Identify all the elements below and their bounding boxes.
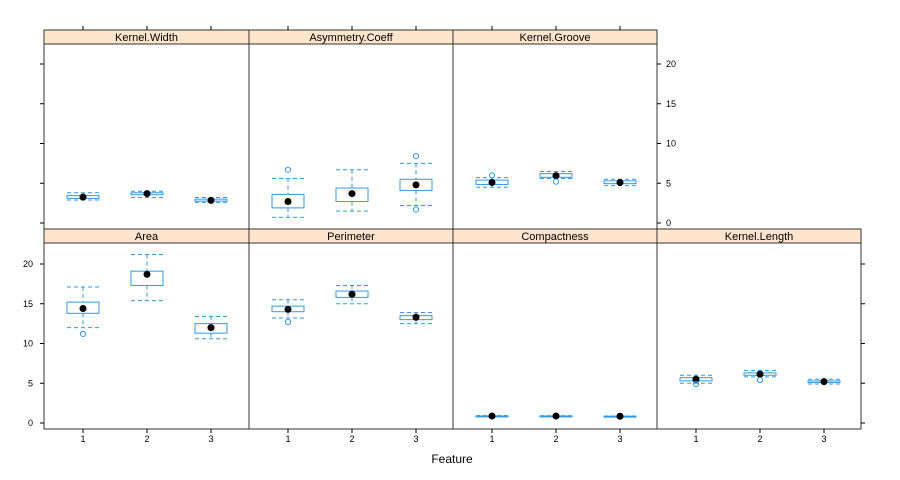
x-tick-label: 3 [821,434,826,444]
x-tick-label: 1 [285,434,290,444]
panel-strip-label: Asymmetry.Coeff [309,32,393,44]
outlier-point [552,178,560,185]
median-dot [616,178,624,186]
median-dot [820,378,828,386]
panel-strip [656,228,862,244]
median-dot [488,178,496,186]
median-dot [143,190,151,198]
median-dot [284,305,292,313]
panel-area: Area [43,228,250,430]
x-tick-label: 2 [553,434,558,444]
outlier-point [284,318,292,326]
outlier-point [412,206,420,213]
x-tick-label: 2 [757,434,762,444]
outlier-point [412,153,420,160]
box-iqr [335,187,369,203]
outlier-point [79,330,87,338]
median-dot [488,412,496,420]
x-tick-label: 2 [349,434,354,444]
x-tick-label: 1 [80,434,85,444]
outlier-point [488,172,496,179]
panel-border [43,228,250,430]
y-tick-label: 15 [666,99,676,109]
panel-border [656,228,862,430]
x-tick-label: 1 [693,434,698,444]
median-dot [692,375,700,383]
panel-strip [452,29,658,45]
x-tick-label: 1 [489,434,494,444]
y-tick-label: 0 [28,418,33,428]
x-tick-label: 3 [208,434,213,444]
median-dot [207,196,215,204]
panel-border [452,228,658,430]
panel-kernel-groove: Kernel.Groove [452,29,658,230]
panel-asymmetry-coeff: Asymmetry.Coeff [248,29,454,230]
median-dot [207,324,215,332]
panel-strip-label: Kernel.Length [725,231,794,243]
box-iqr [66,301,100,314]
panel-strip-label: Area [135,231,159,243]
median-dot [143,270,151,278]
panel-strip-label: Kernel.Groove [520,32,591,44]
y-tick-label: 20 [23,259,33,269]
y-tick-label: 20 [666,59,676,69]
y-tick-label: 10 [666,139,676,149]
y-tick-label: 15 [23,299,33,309]
y-tick-label: 5 [666,178,671,188]
x-tick-label: 2 [144,434,149,444]
panel-border [248,29,454,230]
outlier-point [284,166,292,173]
panel-kernel-length: Kernel.Length [656,228,862,430]
panel-compactness: Compactness [452,228,658,430]
outlier-point [692,380,700,388]
x-tick-label: 3 [617,434,622,444]
median-dot [79,193,87,201]
median-dot [552,412,560,420]
panel-strip-label: Perimeter [327,231,375,243]
median-dot [756,370,764,378]
median-dot [79,305,87,313]
x-axis-title: Feature [431,452,473,466]
median-dot [412,313,420,321]
outlier-point [756,376,764,384]
y-tick-label: 10 [23,339,33,349]
box-iqr [194,323,228,334]
median-dot [348,290,356,298]
box-iqr [271,193,305,209]
box-iqr [399,178,433,191]
panel-perimeter: Perimeter [248,228,454,430]
x-tick-label: 3 [413,434,418,444]
y-tick-label: 5 [28,378,33,388]
panel-border [248,228,454,430]
median-dot [552,172,560,180]
panel-kernel-width: Kernel.Width [43,29,250,230]
median-dot [412,181,420,189]
panel-border [452,29,658,230]
median-dot [616,412,624,420]
median-dot [348,190,356,198]
y-tick-label: 0 [666,218,671,228]
median-dot [284,198,292,206]
panel-strip-label: Kernel.Width [115,32,178,44]
panel-strip-label: Compactness [521,231,589,243]
